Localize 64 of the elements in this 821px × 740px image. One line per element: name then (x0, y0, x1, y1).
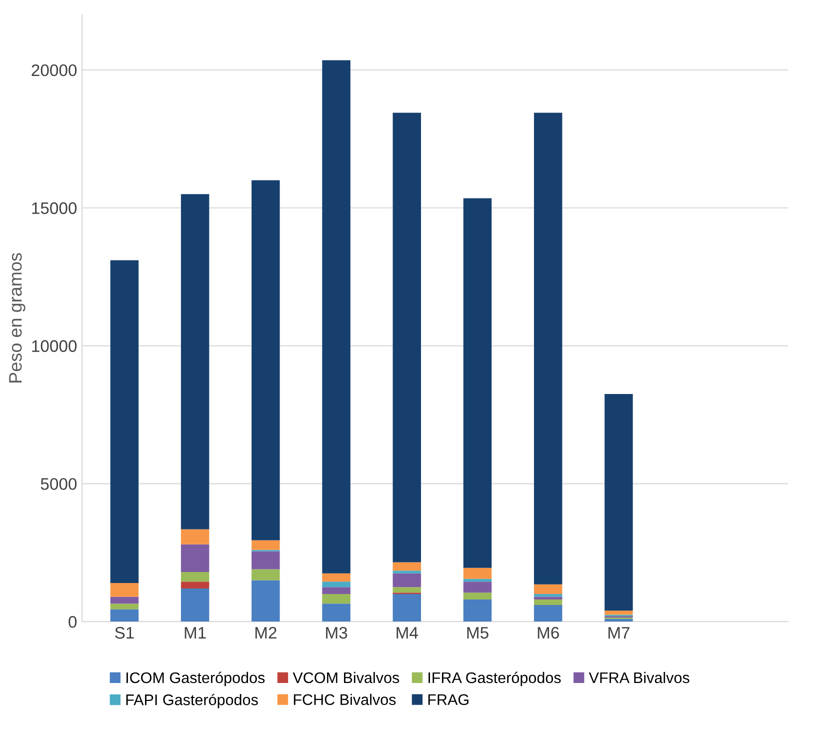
y-tick-label: 0 (68, 616, 77, 628)
x-tick-label: S1 (115, 626, 134, 639)
legend-label: VCOM Bivalvos (292, 672, 400, 684)
bar (534, 605, 562, 622)
bar (110, 596, 139, 604)
bar (180, 529, 210, 544)
bar (534, 600, 562, 606)
bar (392, 587, 422, 593)
bar (322, 587, 350, 594)
bar (392, 570, 422, 574)
bar (322, 573, 350, 582)
bar (534, 594, 562, 597)
bar (322, 60, 350, 574)
legend-label: VFRA Bivalvos (588, 672, 690, 684)
x-tick-label: M3 (326, 626, 348, 639)
legend-label: FCHC Bivalvos (294, 694, 396, 706)
bar (392, 573, 422, 588)
bar (180, 194, 210, 530)
bar (392, 562, 422, 571)
bar (110, 582, 139, 597)
bar (534, 112, 562, 584)
bar (604, 394, 633, 611)
bar (463, 582, 492, 593)
x-tick-label: M7 (608, 627, 630, 639)
bar (252, 580, 280, 622)
bar (110, 604, 139, 610)
legend-label: ICOM Gasterópodos (126, 672, 265, 686)
x-tick-label: M2 (255, 626, 276, 639)
bar (110, 260, 139, 583)
bar (392, 594, 422, 622)
bar (463, 578, 492, 582)
bar (463, 198, 492, 568)
bar (180, 588, 210, 622)
legend-label: IFRA Gasterópodos (428, 672, 561, 686)
bar (252, 551, 280, 570)
bar (392, 112, 422, 562)
bar (463, 568, 492, 579)
y-tick-label: 15000 (32, 202, 77, 214)
bar (180, 544, 210, 572)
x-tick-label: M6 (538, 626, 559, 639)
bar (604, 618, 633, 622)
bar (534, 584, 562, 594)
legend-label: FRAG (428, 694, 468, 706)
bar (534, 596, 562, 600)
bar (180, 582, 210, 588)
y-tick-label: 20000 (32, 64, 77, 76)
legend-label: FAPI Gasterópodos (126, 694, 258, 708)
y-tick-label: 10000 (32, 340, 77, 352)
bar (252, 180, 280, 540)
y-tick-label: 5000 (40, 478, 77, 490)
x-tick-label: M5 (467, 627, 488, 639)
bar (463, 600, 492, 622)
bar (322, 582, 350, 588)
bar (252, 569, 280, 580)
bar (322, 594, 350, 604)
bar (604, 610, 633, 615)
bar (180, 572, 210, 582)
x-tick-label: M1 (184, 627, 206, 639)
x-tick-label: M4 (396, 627, 418, 639)
bar (322, 604, 350, 622)
bar (252, 540, 280, 550)
y-axis-title: Peso en gramos (9, 253, 26, 382)
bar (463, 592, 492, 600)
bar (110, 609, 139, 622)
